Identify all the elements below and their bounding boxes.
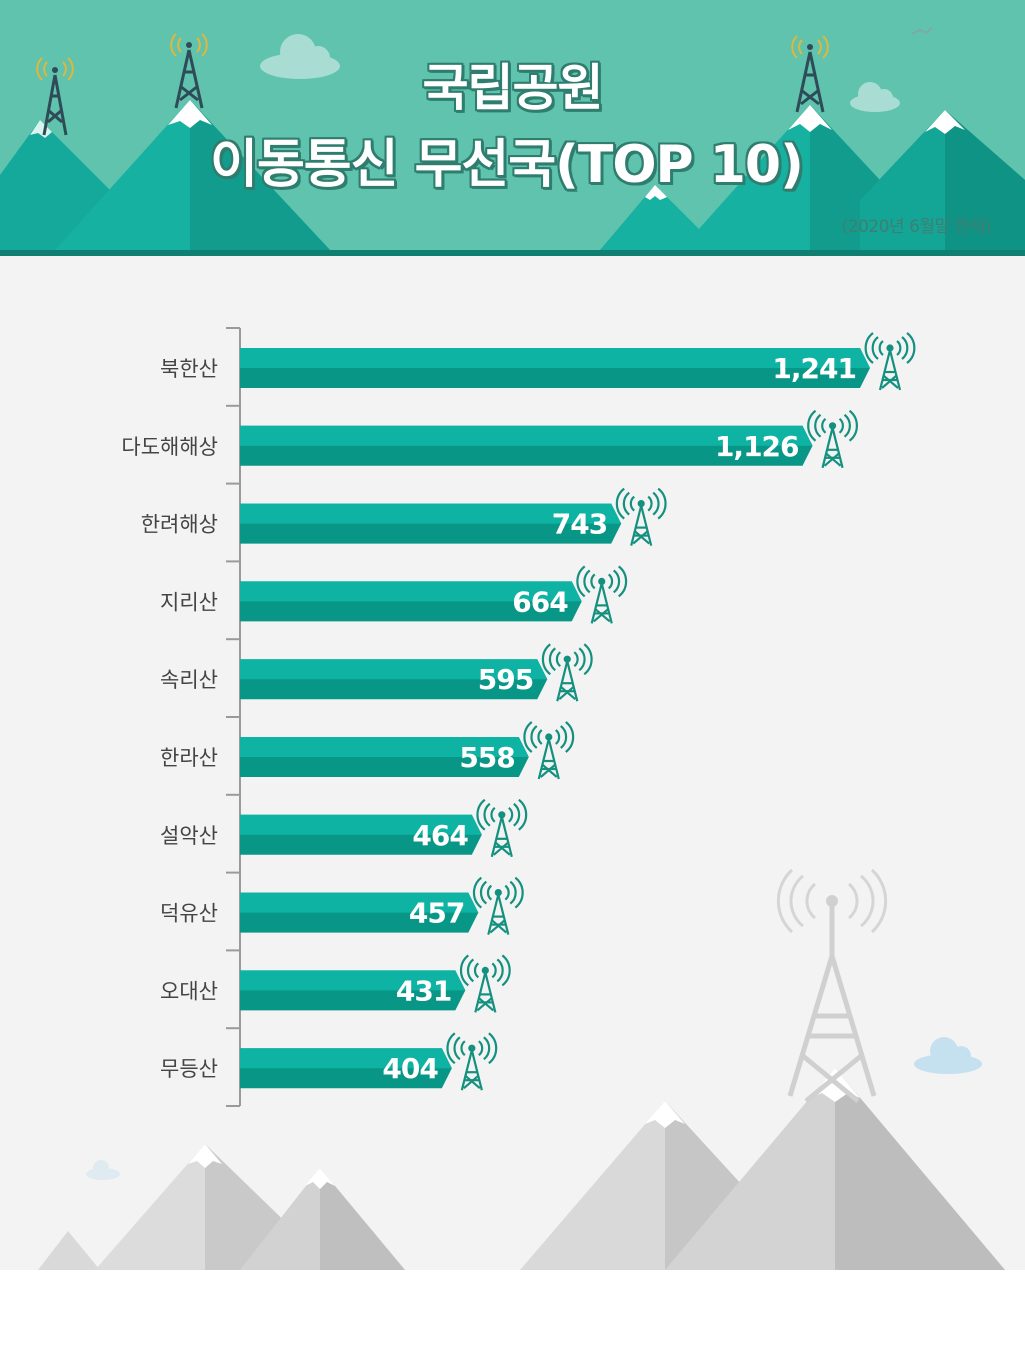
bar-highlight [240, 1048, 452, 1069]
bar-10: 무등산 404 [160, 1032, 498, 1091]
bar-highlight [240, 659, 548, 680]
bar-highlight [240, 581, 582, 602]
bar-highlight [240, 970, 466, 991]
category-label: 속리산 [160, 668, 218, 692]
chart-panel: 북한산 1,241 다도해해상 1,126 한려해상 743 지리산 664 속리산 595 한라산… [0, 256, 1025, 1270]
antenna-tower-icon [864, 332, 916, 391]
value-label: 457 [409, 897, 464, 930]
antenna-tower-icon [787, 896, 877, 1103]
background-mountains-illustration [38, 868, 1005, 1270]
antenna-tower-icon [174, 49, 204, 109]
antenna-tower-icon [541, 643, 593, 702]
bar-1: 북한산 1,241 [160, 332, 916, 391]
antenna-tower-icon [795, 51, 825, 113]
bar-9: 오대산 431 [160, 954, 511, 1013]
category-label: 덕유산 [160, 902, 218, 926]
page-title-line2: 이동통신 무선국(TOP 10) [210, 135, 804, 195]
bar-highlight [240, 503, 622, 524]
category-label: 다도해해상 [121, 435, 218, 459]
antenna-tower-icon [807, 409, 858, 469]
value-label: 464 [412, 819, 468, 852]
bar-3: 한려해상 743 [141, 487, 667, 546]
header-mountains-illustration [0, 27, 1025, 256]
bar-highlight [240, 425, 813, 446]
value-label: 431 [396, 974, 451, 1007]
bar-chart: 북한산 1,241 다도해해상 1,126 한려해상 743 지리산 664 속리산 595 한라산… [38, 327, 1005, 1270]
value-label: 595 [478, 663, 533, 696]
cloud-icon [850, 82, 900, 112]
antenna-tower-icon [446, 1032, 498, 1091]
bar-highlight [240, 737, 529, 757]
antenna-tower-icon [459, 954, 511, 1013]
header-banner: 국립공원 이동통신 무선국(TOP 10) (2020년 6월말 현재) [0, 0, 1025, 256]
bar-4: 지리산 664 [160, 565, 628, 624]
category-label: 지리산 [160, 590, 218, 614]
category-label: 한려해상 [141, 513, 218, 537]
bar-7: 설악산 464 [160, 798, 528, 858]
date-subtitle: (2020년 6월말 현재) [841, 217, 992, 237]
value-label: 404 [382, 1052, 438, 1085]
cloud-icon [86, 1160, 120, 1180]
value-label: 1,126 [715, 430, 799, 463]
category-label: 한라산 [160, 746, 218, 770]
value-label: 664 [512, 585, 568, 618]
value-label: 743 [552, 508, 607, 541]
antenna-tower-icon [472, 876, 524, 935]
antenna-tower-icon [42, 74, 68, 136]
antenna-tower-icon [576, 565, 628, 624]
bar-highlight [240, 892, 479, 913]
bar-8: 덕유산 457 [160, 876, 524, 935]
category-label: 북한산 [160, 357, 218, 381]
antenna-tower-icon [523, 721, 575, 780]
bar-highlight [240, 814, 482, 835]
category-label: 오대산 [160, 979, 218, 1003]
category-label: 설악산 [160, 824, 218, 848]
antenna-tower-icon [476, 798, 528, 858]
value-label: 558 [459, 741, 514, 774]
category-label: 무등산 [160, 1057, 218, 1081]
value-label: 1,241 [772, 352, 856, 385]
bar-5: 속리산 595 [160, 643, 593, 702]
bar-6: 한라산 558 [160, 721, 575, 780]
antenna-tower-icon [615, 487, 667, 546]
cloud-icon [260, 34, 340, 79]
page-title-line1: 국립공원 [422, 59, 604, 117]
bar-2: 다도해해상 1,126 [121, 409, 858, 469]
cloud-icon [914, 1037, 982, 1074]
bar-highlight [240, 348, 870, 368]
